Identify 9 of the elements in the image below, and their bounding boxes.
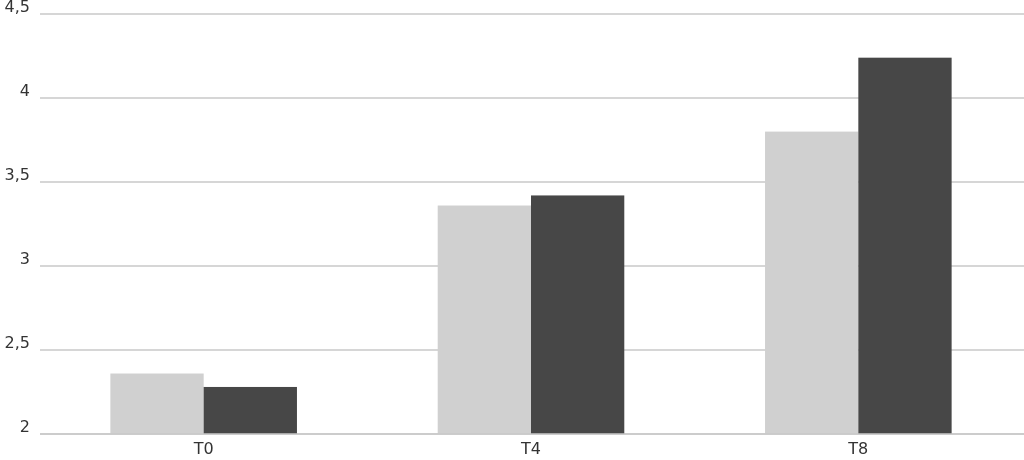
y-tick-label: 2,5 <box>4 333 30 353</box>
y-tick-label: 4,5 <box>4 0 30 17</box>
x-tick-label: T8 <box>847 439 869 458</box>
y-tick-label: 2 <box>19 417 30 437</box>
y-tick-label: 4 <box>19 81 30 101</box>
y-tick-label: 3 <box>19 249 30 269</box>
y-tick-label: 3,5 <box>4 165 30 185</box>
x-tick-label: T4 <box>520 439 541 458</box>
x-tick-label: T0 <box>192 439 214 458</box>
